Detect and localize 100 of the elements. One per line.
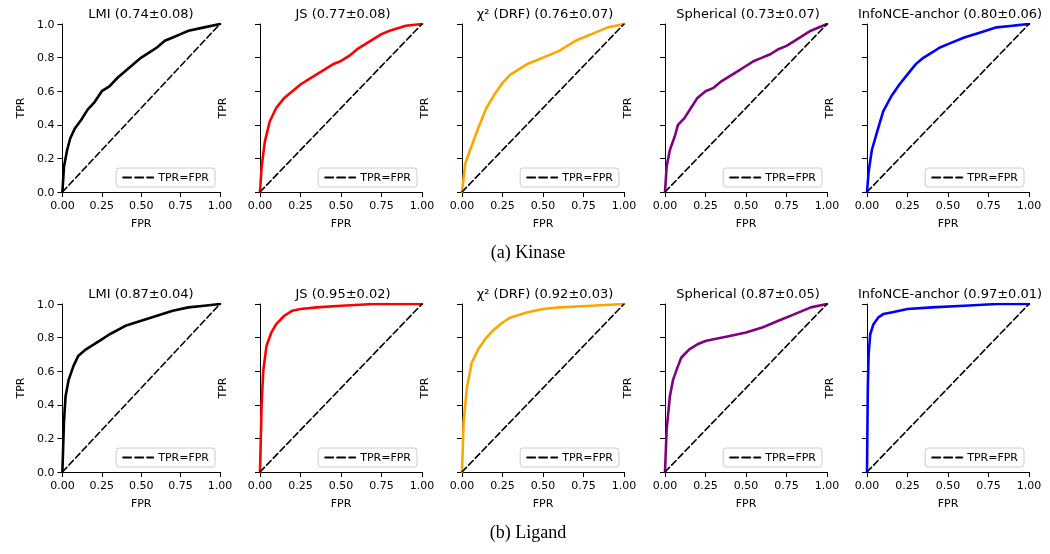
x-tick-label: 0.25 — [895, 479, 920, 492]
chart-title: LMI (0.87±0.04) — [88, 286, 194, 301]
x-tick-label: 0.50 — [531, 479, 556, 492]
x-tick-label: 0.00 — [247, 479, 273, 492]
x-tick-label: 0.75 — [571, 199, 597, 212]
legend-label: TPR=FPR — [359, 171, 412, 184]
x-tick-label: 1.00 — [1016, 479, 1042, 492]
legend-label: TPR=FPR — [359, 451, 412, 464]
y-tick-label: 0.0 — [36, 185, 55, 199]
legend-label: TPR=FPR — [157, 171, 210, 184]
x-tick-label: 0.00 — [652, 199, 677, 212]
y-tick-label: 0.6 — [36, 364, 55, 378]
legend-label: TPR=FPR — [561, 171, 614, 184]
x-tick-label: 0.25 — [490, 479, 516, 492]
y-axis-title: TPR — [822, 97, 836, 120]
x-tick-label: 0.00 — [854, 199, 880, 212]
x-tick-label: 0.75 — [976, 479, 1001, 492]
y-axis-title: TPR — [620, 97, 634, 120]
x-tick-label: 1.00 — [814, 199, 839, 212]
x-tick-label: 0.25 — [288, 479, 313, 492]
legend-label: TPR=FPR — [763, 171, 816, 184]
x-axis-title: FPR — [130, 217, 152, 230]
x-tick-label: 0.75 — [369, 199, 394, 212]
x-tick-label: 0.50 — [935, 199, 961, 212]
x-tick-label: 0.00 — [450, 199, 475, 212]
x-tick-label: 0.00 — [50, 199, 75, 212]
y-tick-label: 0.2 — [36, 151, 55, 165]
y-axis-title: TPR — [620, 377, 634, 400]
y-axis-title: TPR — [418, 97, 432, 120]
y-tick-label: 0.8 — [36, 51, 55, 65]
y-tick-label: 0.6 — [36, 84, 55, 98]
y-tick-label: 0.0 — [36, 465, 55, 479]
x-tick-label: 1.00 — [612, 199, 637, 212]
x-tick-label: 0.25 — [692, 479, 718, 492]
chart-title: Spherical (0.87±0.05) — [675, 286, 820, 301]
chart-title: JS (0.77±0.08) — [294, 6, 391, 21]
y-tick-label: 0.4 — [36, 118, 55, 132]
x-tick-label: 0.25 — [288, 199, 313, 212]
x-tick-label: 0.50 — [733, 199, 758, 212]
x-tick-label: 0.50 — [733, 479, 758, 492]
x-tick-label: 0.75 — [168, 479, 193, 492]
x-axis-title: FPR — [937, 217, 959, 230]
x-tick-label: 0.00 — [652, 479, 677, 492]
chart-title: InfoNCE-anchor (0.97±0.01) — [857, 286, 1042, 301]
x-tick-label: 0.50 — [128, 479, 154, 492]
text: (a) Kinase — [491, 242, 566, 263]
y-tick-label: 0.8 — [36, 331, 55, 345]
x-tick-label: 0.75 — [168, 199, 193, 212]
x-axis-title: FPR — [937, 497, 959, 510]
x-tick-label: 0.75 — [773, 199, 799, 212]
x-tick-label: 0.00 — [854, 479, 880, 492]
x-axis-title: FPR — [533, 497, 555, 510]
x-tick-label: 1.00 — [409, 479, 435, 492]
y-axis-title: TPR — [216, 97, 230, 120]
x-tick-label: 0.25 — [692, 199, 718, 212]
y-axis-title: TPR — [216, 377, 230, 400]
x-tick-label: 1.00 — [409, 199, 435, 212]
legend-label: TPR=FPR — [763, 451, 816, 464]
x-tick-label: 0.00 — [50, 479, 75, 492]
y-tick-label: 0.2 — [36, 431, 55, 445]
x-tick-label: 0.50 — [328, 479, 354, 492]
x-tick-label: 1.00 — [207, 199, 233, 212]
x-tick-label: 0.75 — [773, 479, 799, 492]
y-tick-label: 0.4 — [36, 398, 55, 412]
y-axis-title: TPR — [822, 377, 836, 400]
x-axis-title: FPR — [735, 217, 757, 230]
x-tick-label: 0.50 — [328, 199, 354, 212]
x-tick-label: 1.00 — [814, 479, 839, 492]
legend-label: TPR=FPR — [561, 451, 614, 464]
x-tick-label: 0.25 — [89, 199, 115, 212]
x-axis-title: FPR — [330, 497, 352, 510]
x-tick-label: 0.50 — [935, 479, 961, 492]
y-tick-label: 1.0 — [36, 17, 55, 31]
y-axis-title: TPR — [14, 97, 27, 120]
x-tick-label: 0.00 — [450, 479, 475, 492]
x-tick-label: 0.25 — [895, 199, 920, 212]
chart-title: χ² (DRF) (0.92±0.03) — [477, 286, 614, 301]
x-tick-label: 1.00 — [612, 479, 637, 492]
x-axis-title: FPR — [533, 217, 555, 230]
y-axis-title: TPR — [418, 377, 432, 400]
x-tick-label: 0.50 — [128, 199, 154, 212]
chart-title: χ² (DRF) (0.76±0.07) — [477, 6, 614, 21]
x-tick-label: 0.25 — [490, 199, 516, 212]
x-tick-label: 0.75 — [976, 199, 1001, 212]
x-tick-label: 1.00 — [207, 479, 233, 492]
y-axis-title: TPR — [14, 377, 27, 400]
chart-title: LMI (0.74±0.08) — [88, 6, 194, 21]
x-tick-label: 0.75 — [571, 479, 597, 492]
y-tick-label: 1.0 — [36, 297, 55, 311]
legend-label: TPR=FPR — [157, 451, 210, 464]
x-axis-title: FPR — [130, 497, 152, 510]
x-tick-label: 0.00 — [247, 199, 273, 212]
x-axis-title: FPR — [735, 497, 757, 510]
text: (b) Ligand — [490, 522, 567, 543]
x-tick-label: 1.00 — [1016, 199, 1042, 212]
legend-label: TPR=FPR — [965, 451, 1019, 464]
x-tick-label: 0.50 — [531, 199, 556, 212]
legend-label: TPR=FPR — [965, 171, 1019, 184]
x-tick-label: 0.25 — [89, 479, 115, 492]
chart-title: InfoNCE-anchor (0.80±0.06) — [857, 6, 1042, 21]
